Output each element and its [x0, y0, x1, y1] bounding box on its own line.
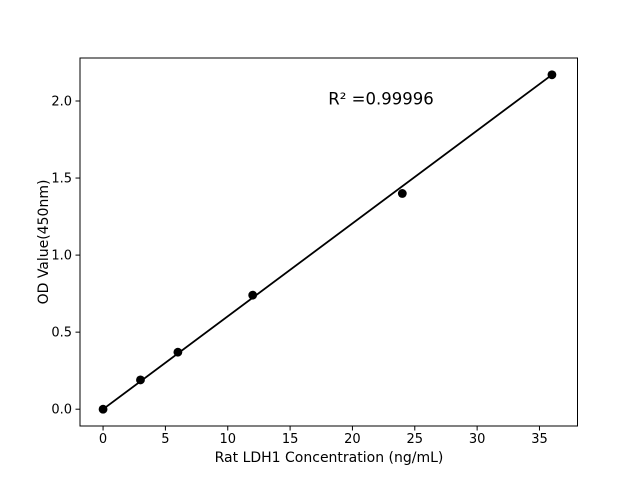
data-point	[98, 404, 108, 414]
x-tick-label: 35	[531, 432, 548, 447]
x-tick-label: 0	[99, 432, 107, 447]
y-axis-label: OD Value(450nm)	[36, 179, 52, 305]
x-tick-label: 5	[161, 432, 169, 447]
data-point	[173, 347, 183, 357]
y-tick-label: 0.0	[51, 403, 72, 418]
y-tick-label: 1.5	[51, 172, 72, 187]
data-point	[136, 375, 145, 385]
y-tick-label: 1.0	[51, 249, 72, 264]
axes-spines	[79, 57, 578, 427]
y-tick-label: 0.5	[51, 326, 72, 341]
fit-line	[102, 73, 553, 411]
x-axis-label: Rat LDH1 Concentration (ng/mL)	[214, 450, 444, 466]
r-squared-annotation: R² =0.99996	[328, 89, 434, 109]
data-point	[397, 189, 407, 198]
data-point	[547, 70, 557, 80]
y-tick-label: 2.0	[51, 94, 72, 109]
x-tick-label: 20	[344, 432, 361, 447]
x-tick-label: 15	[282, 432, 299, 447]
x-tick-label: 10	[219, 432, 236, 447]
x-tick-label: 30	[469, 432, 486, 447]
x-tick-label: 25	[407, 432, 424, 447]
data-point	[248, 290, 258, 300]
